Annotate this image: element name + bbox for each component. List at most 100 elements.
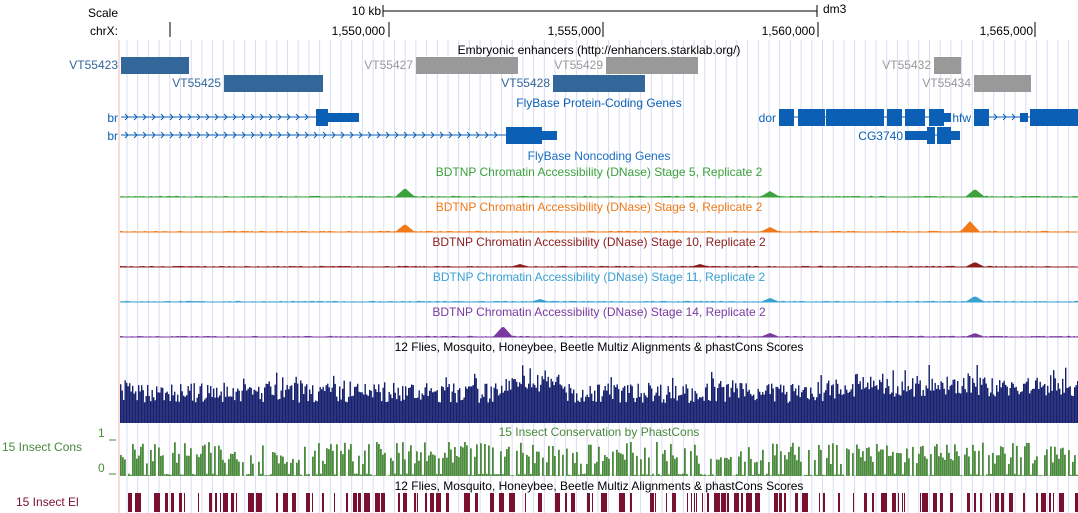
- multiz-bar: [513, 379, 515, 423]
- gene-label[interactable]: CG3740: [858, 129, 903, 143]
- phastcons-track-title[interactable]: 15 Insect Conservation by PhastCons: [498, 425, 700, 439]
- multiz-bar: [130, 391, 132, 423]
- phastcons-bar: [454, 447, 456, 476]
- strand-arrow: [160, 131, 165, 139]
- dnase-track-title[interactable]: BDTNP Chromatin Accessibility (DNase) St…: [435, 165, 763, 179]
- multiz-bar: [690, 400, 692, 423]
- dnase-track-title[interactable]: BDTNP Chromatin Accessibility (DNase) St…: [432, 270, 766, 284]
- multiz-track-title[interactable]: 12 Flies, Mosquito, Honeybee, Beetle Mul…: [394, 340, 804, 354]
- multiz-bar: [820, 375, 822, 423]
- multiz-bar: [559, 384, 561, 423]
- phastcons-bar: [348, 449, 350, 476]
- multiz-bar: [816, 397, 818, 423]
- multiz-bar: [982, 378, 984, 423]
- element-block: [256, 493, 262, 512]
- multiz-bar: [373, 384, 375, 423]
- phastcons-bar: [924, 456, 926, 476]
- phastcons-bar: [430, 451, 432, 476]
- phastcons-bar: [1028, 442, 1030, 476]
- multiz-bar: [637, 383, 639, 423]
- multiz-bar: [1075, 385, 1077, 423]
- dnase-track-title[interactable]: BDTNP Chromatin Accessibility (DNase) St…: [435, 200, 763, 214]
- phastcons-bar: [864, 461, 866, 476]
- gene-exon: [905, 109, 925, 126]
- gene-label[interactable]: hfw: [952, 111, 971, 125]
- strand-arrow: [196, 131, 201, 139]
- multiz-bar: [447, 387, 449, 423]
- multiz-bar: [685, 384, 687, 423]
- enhancer-track-title[interactable]: Embryonic enhancers (http://enhancers.st…: [457, 43, 741, 57]
- multiz-bar: [204, 399, 206, 423]
- phastcons-bar: [988, 455, 990, 476]
- phastcons-bar: [340, 450, 342, 476]
- multiz-bar: [189, 390, 191, 423]
- phastcons-bar: [612, 451, 614, 476]
- enhancer-label[interactable]: VT55427: [364, 58, 413, 72]
- multiz-bar: [442, 386, 444, 423]
- multiz-bar: [1039, 381, 1041, 423]
- phastcons-side-label[interactable]: 15 Insect Cons: [2, 440, 83, 454]
- strand-arrow: [205, 113, 210, 121]
- dnase-track-title[interactable]: BDTNP Chromatin Accessibility (DNase) St…: [432, 235, 766, 249]
- multiz-bar: [292, 399, 294, 423]
- multiz-bar: [849, 391, 851, 423]
- gene-label[interactable]: br: [107, 129, 118, 143]
- gene-label[interactable]: br: [107, 111, 118, 125]
- strand-arrow: [385, 131, 390, 139]
- phastcons-bar: [694, 444, 696, 476]
- phastcons-bar: [178, 453, 180, 476]
- phastcons-bar: [916, 463, 918, 476]
- phastcons-bar: [442, 457, 444, 476]
- gene-label[interactable]: dor: [758, 111, 776, 125]
- noncoding-track-title[interactable]: FlyBase Noncoding Genes: [527, 149, 671, 163]
- phastcons-bar: [970, 474, 972, 476]
- multiz-track-title-2[interactable]: 12 Flies, Mosquito, Honeybee, Beetle Mul…: [394, 479, 804, 493]
- enhancer-label[interactable]: VT55434: [922, 76, 971, 90]
- multiz-bar: [1035, 380, 1037, 423]
- multiz-bar: [987, 387, 989, 423]
- element-block: [165, 493, 168, 512]
- enhancer-label[interactable]: VT55429: [554, 58, 603, 72]
- multiz-bar: [874, 386, 876, 423]
- multiz-bar: [244, 384, 246, 423]
- multiz-bar: [1069, 386, 1071, 423]
- multiz-bar: [1024, 383, 1026, 423]
- multiz-bar: [358, 391, 360, 423]
- dnase-track-title[interactable]: BDTNP Chromatin Accessibility (DNase) St…: [432, 305, 766, 319]
- enhancer-label[interactable]: VT55432: [882, 58, 931, 72]
- enhancer-label[interactable]: VT55428: [501, 76, 550, 90]
- strand-arrow: [241, 131, 246, 139]
- multiz-bar: [873, 380, 875, 423]
- coding-track-title[interactable]: FlyBase Protein-Coding Genes: [516, 96, 682, 110]
- multiz-bar: [933, 390, 935, 423]
- phastcons-bar: [332, 450, 334, 476]
- strand-arrow: [484, 131, 489, 139]
- multiz-bar: [640, 393, 642, 423]
- multiz-bar: [484, 383, 486, 423]
- phastcons-bar: [958, 456, 960, 476]
- strand-arrow: [169, 113, 174, 121]
- elements-side-label[interactable]: 15 Insect El: [16, 495, 79, 509]
- phastcons-bar: [678, 474, 680, 476]
- multiz-bar: [190, 383, 192, 423]
- enhancer-label[interactable]: VT55425: [172, 76, 221, 90]
- multiz-bar: [162, 387, 164, 423]
- phastcons-bar: [794, 454, 796, 476]
- multiz-bar: [372, 397, 374, 423]
- multiz-bar: [381, 401, 383, 423]
- multiz-bar: [388, 391, 390, 423]
- phastcons-bar: [834, 474, 836, 476]
- multiz-bar: [951, 384, 953, 423]
- phastcons-bar: [472, 475, 474, 476]
- multiz-bar: [1038, 389, 1040, 423]
- enhancer-label[interactable]: VT55423: [69, 58, 118, 72]
- strand-arrow: [304, 113, 309, 121]
- phastcons-bar: [230, 453, 232, 476]
- multiz-bar: [859, 381, 861, 423]
- multiz-bar: [271, 394, 273, 423]
- element-block: [734, 493, 739, 512]
- phastcons-bar: [324, 463, 326, 476]
- multiz-bar: [333, 375, 335, 423]
